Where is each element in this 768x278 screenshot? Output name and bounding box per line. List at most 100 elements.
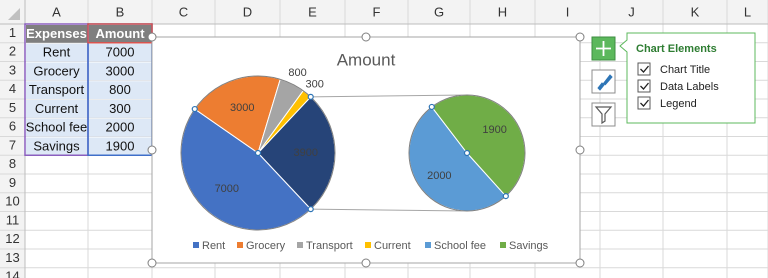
data-label: 300	[306, 78, 324, 90]
legend-swatch	[500, 242, 506, 248]
point-handle	[307, 206, 314, 213]
legend-swatch	[193, 242, 199, 248]
row-header[interactable]: 7	[9, 137, 16, 152]
brush-icon	[597, 74, 613, 91]
row-header[interactable]: 1	[9, 25, 16, 40]
expense-cell[interactable]: Rent	[43, 45, 71, 60]
data-cell-bg	[26, 62, 152, 81]
header-cell	[89, 25, 152, 43]
column-header[interactable]: J	[628, 4, 635, 19]
element-label[interactable]: Legend	[660, 98, 697, 110]
column-header-bar	[0, 0, 768, 24]
chart-title: Amount	[337, 50, 396, 69]
row-header[interactable]: 14	[5, 269, 19, 278]
amount-cell[interactable]: 2000	[106, 120, 135, 135]
point-handle	[502, 193, 509, 200]
column-header[interactable]: K	[691, 4, 700, 19]
data-label: 800	[288, 67, 306, 79]
row-header[interactable]: 3	[9, 62, 16, 77]
amount-cell[interactable]: 300	[109, 101, 131, 116]
expense-cell[interactable]: School fee	[26, 120, 87, 135]
flyout-title: Chart Elements	[636, 43, 717, 55]
point-handle	[191, 105, 198, 113]
expense-cell[interactable]: Current	[35, 101, 79, 116]
column-header[interactable]: A	[52, 4, 61, 19]
column-header[interactable]: D	[243, 4, 252, 19]
checkbox[interactable]	[637, 96, 651, 110]
row-header[interactable]: 12	[5, 231, 19, 246]
column-header[interactable]: I	[566, 4, 570, 19]
resize-handle[interactable]	[147, 32, 157, 42]
expense-cell[interactable]: Savings	[33, 138, 80, 153]
legend-label: Grocery	[246, 240, 286, 252]
legend-label: Transport	[306, 240, 353, 252]
resize-handle[interactable]	[147, 258, 157, 268]
point-handle	[428, 103, 435, 111]
data-label: 7000	[215, 183, 239, 195]
connector-line	[310, 208, 468, 212]
data-cell-bg	[26, 100, 152, 118]
expense-cell[interactable]: Grocery	[33, 63, 80, 78]
point-handle	[463, 149, 471, 157]
legend-label: Rent	[202, 240, 225, 252]
point-handle	[307, 93, 314, 100]
column-header[interactable]: B	[116, 4, 125, 19]
checkmark	[640, 65, 649, 73]
column-header[interactable]: G	[434, 4, 444, 19]
select-all-corner[interactable]	[8, 8, 20, 20]
row-header[interactable]: 4	[9, 81, 16, 96]
expense-cell[interactable]: Transport	[29, 82, 85, 97]
legend-label: School fee	[434, 240, 486, 252]
data-cell-bg	[26, 137, 152, 156]
data-cell-bg	[26, 43, 152, 62]
amount-cell[interactable]: 1900	[106, 138, 135, 153]
amount-cell[interactable]: 3000	[106, 63, 135, 78]
column-header[interactable]: H	[498, 4, 507, 19]
legend-label: Current	[374, 240, 411, 252]
pie-outline	[180, 75, 336, 231]
resize-handle[interactable]	[147, 145, 157, 155]
pie-outline	[408, 94, 526, 212]
legend-swatch	[237, 242, 243, 248]
row-header[interactable]: 13	[5, 250, 19, 265]
header-cell-text: Expenses	[26, 26, 87, 41]
row-header[interactable]: 6	[9, 119, 16, 134]
element-label[interactable]: Chart Title	[660, 64, 710, 76]
resize-handle[interactable]	[575, 145, 585, 155]
column-header[interactable]: L	[744, 4, 751, 19]
column-header[interactable]: C	[179, 4, 188, 19]
header-cell-text: Amount	[95, 26, 145, 41]
column-header[interactable]: F	[373, 4, 381, 19]
row-header[interactable]: 5	[9, 100, 16, 115]
legend-swatch	[365, 242, 371, 248]
legend-swatch	[297, 242, 303, 248]
data-label: 2000	[427, 170, 451, 182]
plus-icon	[596, 41, 611, 56]
resize-handle[interactable]	[361, 32, 371, 42]
resize-handle[interactable]	[361, 258, 371, 268]
legend-swatch	[425, 242, 431, 248]
amount-cell[interactable]: 800	[109, 82, 131, 97]
row-header-bar	[0, 0, 25, 278]
resize-handle[interactable]	[575, 32, 585, 42]
legend-label: Savings	[509, 240, 549, 252]
filter-icon	[594, 106, 613, 125]
data-cell-bg	[26, 118, 152, 137]
point-handle	[254, 149, 262, 157]
element-label[interactable]: Data Labels	[660, 81, 719, 93]
amount-cell[interactable]: 7000	[106, 45, 135, 60]
checkbox[interactable]	[637, 79, 651, 93]
flyout-panel	[619, 32, 756, 124]
row-header[interactable]: 11	[6, 212, 20, 227]
checkbox[interactable]	[637, 62, 651, 76]
row-header[interactable]: 2	[9, 44, 16, 59]
row-header[interactable]: 8	[9, 156, 16, 171]
data-label: 3000	[230, 102, 254, 114]
column-header[interactable]: E	[308, 4, 317, 19]
data-label: 3900	[293, 147, 317, 159]
row-header[interactable]: 9	[9, 175, 16, 190]
resize-handle[interactable]	[575, 258, 585, 268]
row-header[interactable]: 10	[5, 194, 19, 209]
chart-styles-button[interactable]	[591, 69, 616, 94]
